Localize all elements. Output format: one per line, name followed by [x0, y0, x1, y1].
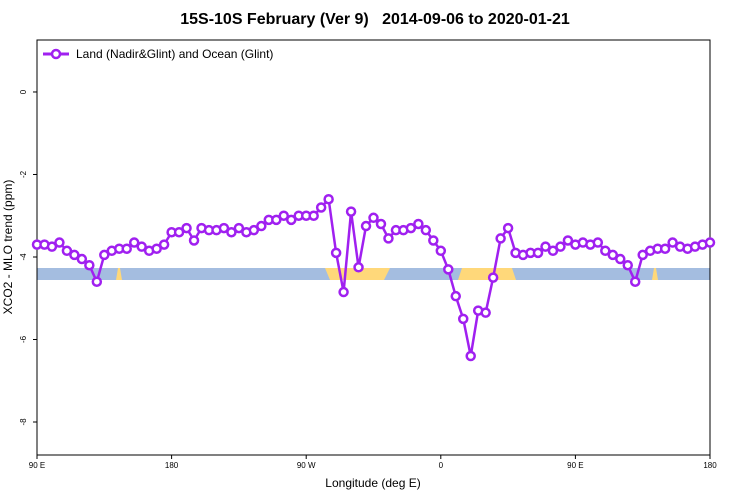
legend: Land (Nadir&Glint) and Ocean (Glint) — [43, 47, 273, 61]
data-point — [99, 249, 110, 261]
land-patch — [116, 268, 122, 280]
data-point — [375, 218, 387, 230]
land-patch — [652, 268, 658, 280]
data-point — [218, 222, 230, 234]
y-tick-label: -6 — [19, 335, 28, 343]
data-point — [158, 239, 170, 250]
chart-title: 15S-10S February (Ver 9) 2014-09-06 to 2… — [180, 11, 570, 28]
data-point — [61, 245, 73, 257]
data-point — [278, 210, 290, 221]
land-patch — [458, 268, 516, 280]
surface-strip — [37, 268, 710, 280]
y-tick-label: -8 — [19, 418, 28, 426]
data-point — [457, 313, 469, 325]
data-point — [480, 307, 491, 318]
data-point — [435, 245, 447, 257]
data-point — [353, 262, 364, 273]
data-point — [487, 272, 499, 283]
x-tick-label: 0 — [439, 461, 444, 470]
data-point — [368, 212, 379, 224]
data-point — [555, 241, 566, 252]
data-point — [226, 226, 237, 238]
data-point — [91, 276, 103, 287]
data-point — [592, 237, 604, 248]
data-point — [532, 247, 544, 259]
data-point — [173, 226, 185, 238]
data-point — [562, 235, 574, 246]
data-point — [315, 202, 327, 213]
data-point — [46, 241, 58, 252]
data-point — [330, 247, 342, 259]
data-point — [450, 290, 462, 302]
data-point — [181, 222, 192, 234]
x-axis-label: Longitude (deg E) — [325, 476, 420, 490]
data-point — [420, 224, 432, 236]
data-point — [248, 224, 260, 236]
data-point — [659, 243, 671, 254]
data-point — [233, 222, 245, 234]
data-point — [271, 214, 282, 226]
data-point — [704, 237, 716, 248]
y-tick-label: -2 — [19, 170, 28, 178]
x-tick-label: 180 — [165, 461, 179, 470]
data-point — [667, 237, 678, 248]
data-point — [136, 241, 147, 252]
legend-label: Land (Nadir&Glint) and Ocean (Glint) — [76, 47, 273, 61]
y-tick-label: -4 — [19, 253, 28, 261]
data-point — [607, 249, 619, 261]
data-point — [345, 206, 357, 217]
data-point — [540, 241, 551, 252]
data-point — [84, 259, 95, 271]
data-point — [405, 222, 417, 234]
y-tick-label: 0 — [19, 89, 28, 94]
data-point — [285, 214, 297, 226]
data-point — [622, 259, 633, 271]
data-point — [629, 276, 641, 287]
data-point — [151, 243, 162, 254]
data-point — [502, 222, 514, 234]
y-axis-label: XCO2 - MLO trend (ppm) — [1, 180, 15, 315]
data-point — [360, 220, 372, 232]
data-point — [69, 249, 80, 261]
x-tick-label: 90 E — [29, 461, 45, 470]
x-tick-label: 90 E — [567, 461, 583, 470]
data-point — [615, 253, 626, 265]
x-tick-label: 90 W — [297, 461, 316, 470]
data-point — [383, 233, 394, 244]
data-point — [338, 286, 349, 298]
data-point — [128, 237, 140, 248]
data-point — [76, 253, 88, 265]
data-point — [495, 233, 506, 244]
data-point — [443, 264, 454, 275]
data-point — [188, 235, 200, 246]
data-point — [323, 193, 334, 205]
data-point — [121, 243, 132, 254]
data-point — [428, 235, 439, 246]
data-point — [600, 245, 611, 257]
data-point — [308, 210, 319, 221]
data-point — [413, 218, 424, 230]
legend-marker — [50, 48, 62, 60]
data-point — [256, 220, 267, 232]
x-tick-label: 180 — [703, 461, 717, 470]
data-point — [54, 237, 65, 248]
data-point — [465, 350, 476, 362]
data-point — [547, 245, 559, 257]
data-point — [637, 249, 648, 261]
